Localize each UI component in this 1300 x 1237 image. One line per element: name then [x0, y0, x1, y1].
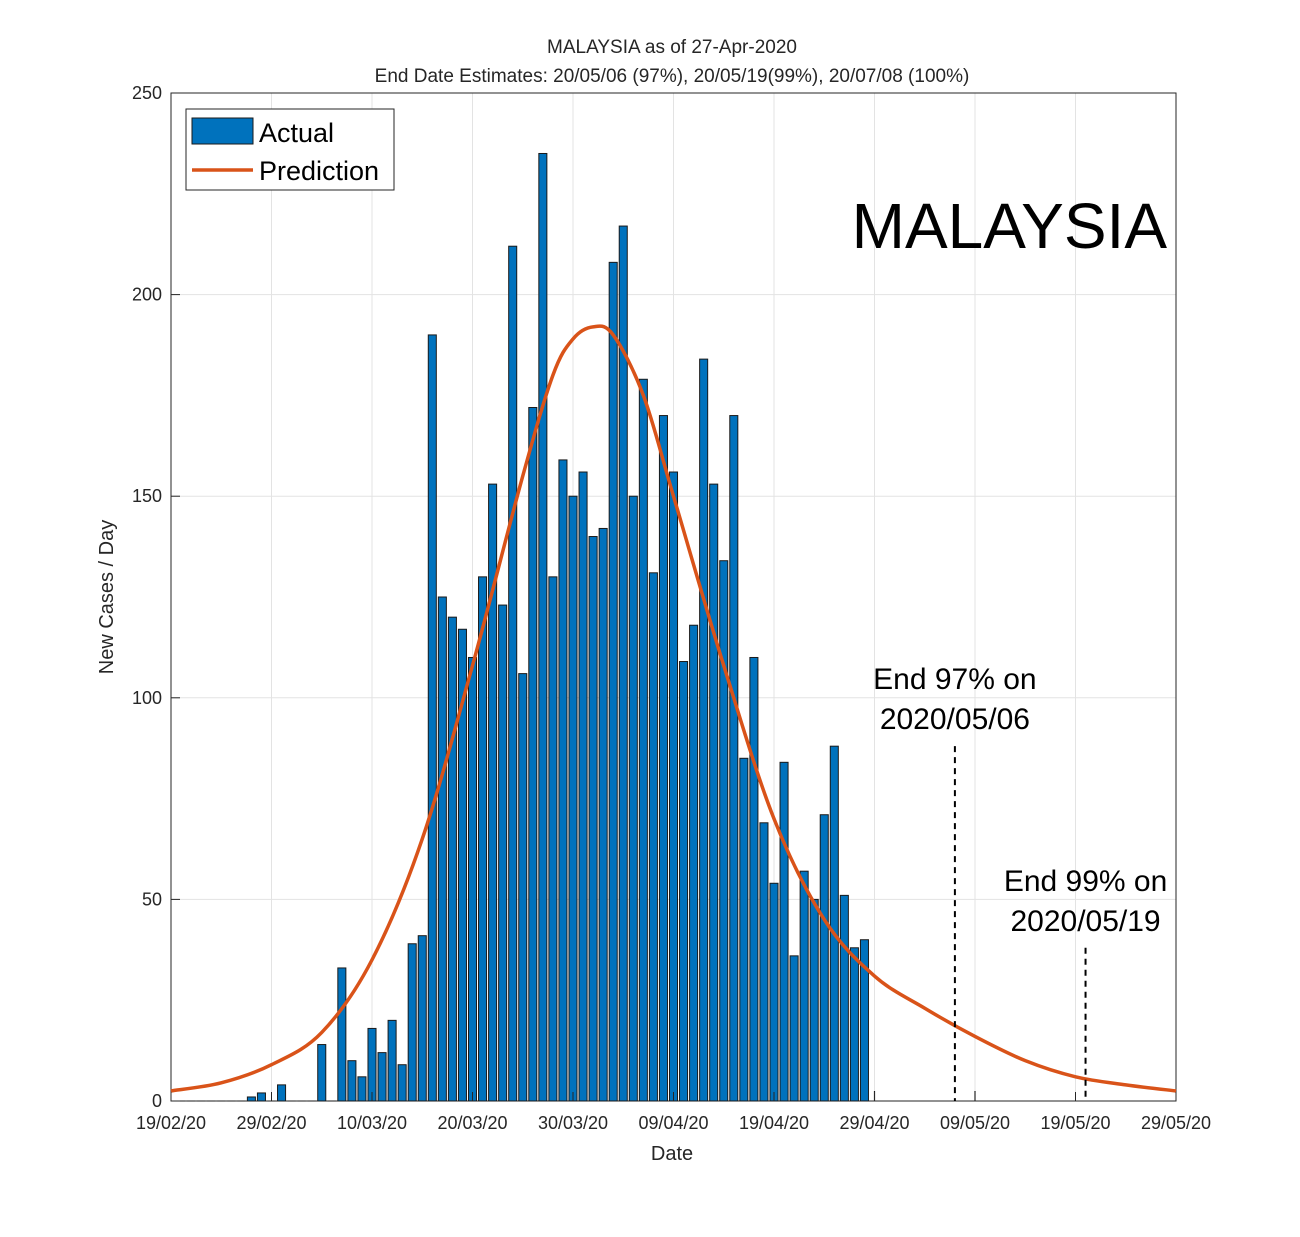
bar	[709, 483, 719, 1102]
bar	[457, 628, 467, 1102]
x-ticks: 19/02/20 29/02/20 10/03/20 20/03/20 30/03/20…	[136, 1092, 1211, 1133]
bar	[558, 459, 568, 1102]
bars	[177, 152, 869, 1102]
bar	[799, 870, 809, 1102]
bar	[759, 822, 769, 1102]
bar	[548, 576, 558, 1102]
bar	[668, 471, 679, 1102]
x-tick-label: 19/02/20	[136, 1113, 206, 1133]
end-annotation-line1: End 97% on	[873, 663, 1036, 696]
x-tick-label: 30/03/20	[538, 1113, 608, 1133]
bar	[719, 560, 729, 1102]
legend-swatch-actual	[191, 117, 254, 145]
bar	[518, 673, 528, 1102]
country-watermark: MALAYSIA	[852, 190, 1168, 262]
bar	[638, 378, 648, 1102]
bar	[739, 757, 749, 1102]
bar	[256, 1092, 266, 1102]
y-tick-label: 200	[132, 285, 162, 305]
bar	[729, 415, 739, 1102]
bar	[478, 576, 488, 1102]
x-tick-label: 29/04/20	[839, 1113, 909, 1133]
bar	[246, 1096, 256, 1102]
bar	[347, 1060, 357, 1102]
bar	[658, 415, 668, 1102]
x-tick-label: 29/05/20	[1141, 1113, 1211, 1133]
x-tick-label: 09/05/20	[940, 1113, 1010, 1133]
x-tick-label: 09/04/20	[638, 1113, 708, 1133]
bar	[689, 624, 699, 1102]
bar	[829, 745, 839, 1102]
bar	[809, 898, 819, 1102]
bar	[679, 661, 689, 1102]
bar	[769, 882, 779, 1102]
y-tick-label: 150	[132, 486, 162, 506]
chart-subtitle: End Date Estimates: 20/05/06 (97%), 20/0…	[375, 66, 970, 87]
annotations: End 97% on 2020/05/06 End 99% on 2020/05/19	[873, 663, 1167, 1101]
y-ticks: 0 50 100 150 200 250	[132, 83, 180, 1111]
legend-label-prediction: Prediction	[259, 156, 379, 186]
bar	[528, 406, 538, 1102]
legend: Actual Prediction	[185, 108, 395, 191]
bar	[538, 152, 548, 1102]
bar	[357, 1076, 367, 1102]
bar	[588, 536, 598, 1102]
chart-title: MALAYSIA as of 27-Apr-2020	[547, 37, 797, 58]
bar	[508, 245, 518, 1102]
bar	[447, 616, 457, 1102]
bar	[417, 935, 427, 1102]
bar	[387, 1019, 397, 1102]
end-annotation-line1: End 99% on	[1004, 865, 1167, 898]
bar	[578, 471, 588, 1102]
bar	[407, 943, 417, 1102]
bar	[628, 495, 638, 1102]
bar	[317, 1044, 327, 1102]
bar	[618, 225, 628, 1102]
bar	[648, 572, 658, 1102]
x-tick-label: 19/05/20	[1040, 1113, 1110, 1133]
bar	[427, 334, 437, 1102]
y-tick-label: 100	[132, 688, 162, 708]
bar	[608, 261, 618, 1102]
bar	[337, 967, 347, 1102]
y-tick-label: 50	[142, 889, 162, 909]
end-annotation-line2: 2020/05/06	[880, 703, 1030, 736]
y-tick-label: 0	[152, 1091, 162, 1111]
legend-label-actual: Actual	[259, 118, 334, 148]
bar	[397, 1064, 407, 1102]
bar	[568, 495, 578, 1102]
bar	[849, 947, 859, 1102]
bar	[779, 761, 789, 1102]
bar	[488, 483, 498, 1102]
x-tick-label: 20/03/20	[437, 1113, 507, 1133]
bar	[749, 656, 759, 1102]
bar	[467, 656, 478, 1102]
bar	[377, 1052, 387, 1102]
bar	[699, 358, 709, 1102]
bar	[598, 527, 608, 1102]
bar	[789, 955, 799, 1102]
y-tick-label: 250	[132, 83, 162, 103]
x-tick-label: 19/04/20	[739, 1113, 809, 1133]
y-axis-label: New Cases / Day	[96, 520, 118, 675]
bar	[839, 894, 849, 1102]
bar	[859, 939, 869, 1102]
bar	[437, 596, 447, 1102]
bar	[498, 604, 508, 1102]
x-tick-label: 29/02/20	[236, 1113, 306, 1133]
bar	[367, 1027, 377, 1102]
x-axis-label: Date	[651, 1143, 693, 1165]
bar	[277, 1084, 287, 1102]
end-annotation-line2: 2020/05/19	[1010, 905, 1160, 938]
bar	[819, 814, 829, 1102]
x-tick-label: 10/03/20	[337, 1113, 407, 1133]
prediction-line	[170, 324, 1177, 1093]
